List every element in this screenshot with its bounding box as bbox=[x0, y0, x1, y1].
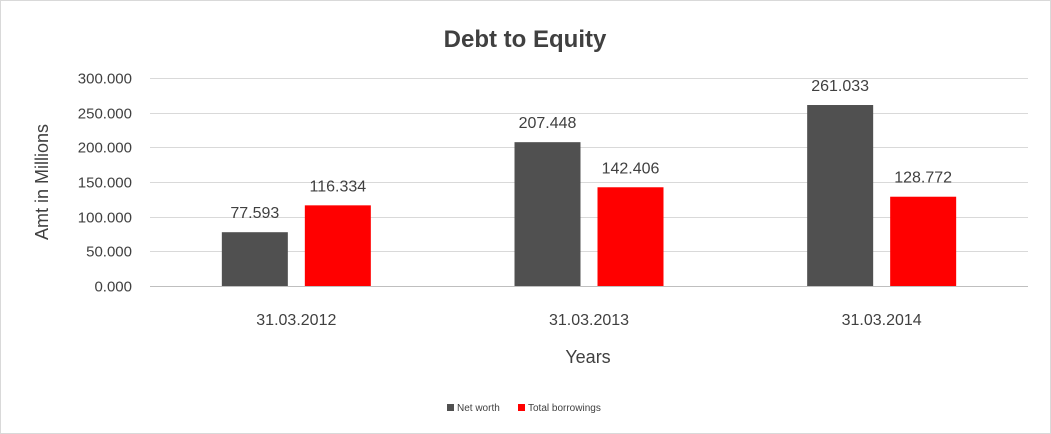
y-tick-label: 300.000 bbox=[78, 71, 132, 88]
data-label: 116.334 bbox=[310, 178, 367, 195]
gridlines bbox=[150, 78, 1028, 287]
data-label: 128.772 bbox=[894, 170, 952, 187]
bar-total-borrowings bbox=[597, 187, 664, 286]
x-tick-label: 31.03.2013 bbox=[549, 312, 629, 329]
y-tick-label: 50.000 bbox=[86, 244, 132, 261]
bar-net-worth bbox=[514, 142, 581, 286]
data-label: 142.406 bbox=[602, 160, 660, 177]
chart-title: Debt to Equity bbox=[444, 26, 607, 53]
x-tick-label: 31.03.2012 bbox=[256, 312, 336, 329]
data-label: 261.033 bbox=[811, 78, 869, 95]
y-tick-label: 100.000 bbox=[78, 210, 132, 227]
y-tick-label: 250.000 bbox=[78, 106, 132, 123]
data-label: 207.448 bbox=[519, 115, 577, 132]
legend-label: Net worth bbox=[457, 403, 500, 414]
legend-label: Total borrowings bbox=[528, 403, 601, 414]
data-label: 77.593 bbox=[230, 205, 279, 222]
legend-swatch bbox=[447, 404, 454, 411]
x-tick-labels: 31.03.2012 31.03.2013 31.03.2014 bbox=[256, 312, 922, 329]
bar-total-borrowings bbox=[304, 205, 371, 286]
y-tick-label: 150.000 bbox=[78, 175, 132, 192]
y-axis-title: Amt in Millions bbox=[32, 124, 52, 240]
x-axis-title: Years bbox=[565, 347, 610, 367]
legend: Net worth Total borrowings bbox=[447, 403, 601, 414]
y-tick-labels: 0.000 50.000 100.000 150.000 200.000 250.000 3… bbox=[78, 71, 132, 296]
y-tick-label: 200.000 bbox=[78, 140, 132, 157]
x-tick-label: 31.03.2014 bbox=[842, 312, 922, 329]
legend-swatch bbox=[518, 404, 525, 411]
data-labels: 77.593 116.334 207.448 142.406 261.033 128.77… bbox=[230, 78, 952, 222]
bars bbox=[221, 105, 957, 286]
y-tick-label: 0.000 bbox=[94, 279, 132, 296]
bar-total-borrowings bbox=[890, 196, 957, 286]
bar-net-worth bbox=[221, 232, 288, 286]
bar-net-worth bbox=[807, 105, 874, 286]
